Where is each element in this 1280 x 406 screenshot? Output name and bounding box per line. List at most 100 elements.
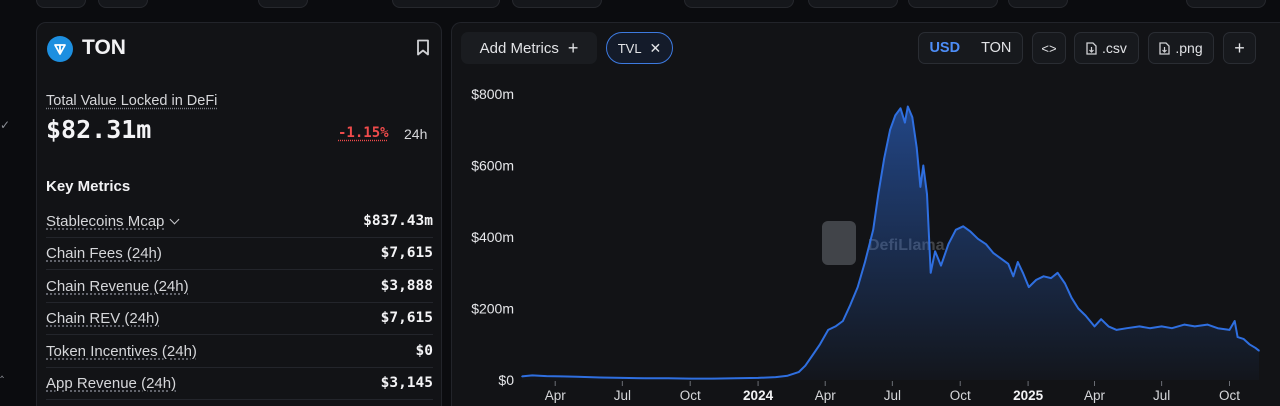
top-nav-strip — [36, 0, 1280, 12]
top-nav-button[interactable] — [392, 0, 500, 8]
metric-label[interactable]: Chain Revenue (24h) — [46, 278, 189, 295]
data-point — [1028, 286, 1030, 288]
data-point — [1242, 338, 1245, 340]
data-point — [940, 264, 942, 267]
data-point — [969, 230, 972, 233]
data-point — [1107, 325, 1110, 328]
data-point — [962, 225, 964, 228]
data-point — [1138, 325, 1141, 328]
plus-icon: + — [567, 38, 579, 58]
data-point — [1084, 314, 1087, 317]
data-point — [877, 193, 880, 195]
data-point — [827, 329, 829, 331]
data-point — [1056, 272, 1059, 274]
metric-row-chain-revenue: Chain Revenue (24h) $3,888 — [46, 271, 433, 303]
top-nav-button[interactable] — [98, 0, 148, 8]
data-point — [864, 261, 866, 263]
data-point — [621, 377, 624, 379]
data-point — [734, 377, 736, 380]
data-point — [926, 193, 928, 195]
metric-value: $7,615 — [380, 310, 433, 326]
ton-logo-icon — [47, 36, 73, 62]
data-point — [521, 375, 523, 378]
data-point — [811, 354, 814, 356]
data-point — [1000, 257, 1002, 260]
metric-label-text: Stablecoins Mcap — [46, 213, 165, 230]
metric-value: $837.43m — [363, 213, 433, 229]
data-point — [576, 376, 579, 378]
metric-row-stablecoins[interactable]: Stablecoins Mcap $837.43m — [46, 206, 433, 238]
metric-label[interactable]: Stablecoins Mcap — [46, 213, 180, 230]
y-tick-label: $600m — [471, 158, 514, 174]
data-point — [667, 377, 669, 380]
data-point — [883, 157, 885, 160]
metric-label[interactable]: Token Incentives (24h) — [46, 343, 197, 360]
metric-label[interactable]: App Revenue (24h) — [46, 375, 177, 392]
more-options-button[interactable]: + — [1223, 32, 1256, 64]
add-metrics-button[interactable]: Add Metrics + — [461, 32, 597, 64]
tvl-label[interactable]: Total Value Locked in DeFi — [46, 93, 218, 109]
data-point — [889, 129, 891, 131]
chevron-up-icon[interactable]: ‸ — [0, 364, 5, 378]
data-point — [849, 304, 852, 306]
metric-row-token-incentives: Token Incentives (24h) $0 — [46, 336, 433, 368]
data-point — [922, 164, 925, 167]
data-point — [786, 374, 789, 377]
data-point — [644, 377, 646, 380]
data-point — [842, 320, 844, 322]
top-nav-button[interactable] — [36, 0, 86, 8]
bookmark-icon[interactable] — [416, 39, 430, 61]
data-point — [531, 374, 534, 377]
download-csv-button[interactable]: .csv — [1074, 32, 1139, 64]
data-point — [797, 371, 800, 373]
currency-option-usd[interactable]: USD — [929, 40, 961, 56]
data-point — [894, 114, 897, 117]
data-point — [1100, 318, 1102, 321]
close-icon[interactable]: ✕ — [649, 39, 662, 56]
currency-option-ton[interactable]: TON — [981, 40, 1012, 56]
data-point — [1126, 327, 1128, 330]
x-tick-label: 2024 — [743, 388, 774, 403]
top-nav-button[interactable] — [908, 0, 998, 8]
top-nav-button[interactable] — [684, 0, 794, 8]
data-point — [1233, 320, 1236, 322]
tvl-chart[interactable]: DefiLlama $0$200m$400m$600m$800m AprJulO… — [452, 23, 1280, 406]
top-nav-button[interactable] — [512, 0, 602, 8]
chevron-icon[interactable]: ✓ — [0, 118, 11, 132]
top-nav-button[interactable] — [808, 0, 898, 8]
top-nav-button[interactable] — [1186, 0, 1266, 8]
top-nav-button[interactable] — [1008, 0, 1068, 8]
data-point — [1022, 272, 1024, 274]
data-point — [689, 377, 691, 380]
metric-row-app-revenue: App Revenue (24h) $3,145 — [46, 368, 433, 400]
currency-toggle[interactable]: USD TON — [918, 32, 1023, 64]
data-point — [545, 375, 548, 377]
download-png-button[interactable]: .png — [1148, 32, 1214, 64]
x-tick-label: Jul — [614, 388, 631, 403]
chart-panel: Add Metrics + TVL ✕ USD TON <> .csv .png… — [451, 22, 1280, 406]
top-nav-button[interactable] — [258, 0, 308, 8]
metric-label[interactable]: Chain Fees (24h) — [46, 245, 162, 262]
data-point — [1194, 325, 1196, 328]
data-point — [1007, 263, 1009, 265]
data-point — [856, 286, 859, 288]
data-point — [977, 238, 979, 240]
x-tick-label: Oct — [950, 388, 971, 403]
tvl-area — [522, 106, 1259, 380]
y-tick-label: $0 — [498, 372, 514, 388]
data-point — [1017, 261, 1019, 263]
data-point — [1171, 327, 1173, 330]
data-point — [915, 146, 918, 149]
x-tick-label: Apr — [815, 388, 837, 403]
embed-button[interactable]: <> — [1032, 32, 1066, 64]
data-point — [775, 376, 777, 378]
metric-value: $0 — [415, 343, 433, 359]
metric-label[interactable]: Chain REV (24h) — [46, 310, 160, 327]
chevron-down-icon[interactable] — [169, 214, 180, 225]
tvl-metric-chip[interactable]: TVL ✕ — [606, 32, 673, 64]
code-icon: <> — [1041, 40, 1057, 56]
tvl-change[interactable]: -1.15% — [338, 125, 389, 141]
data-point — [1206, 323, 1209, 326]
data-point — [1254, 347, 1257, 349]
x-axis: Apr Jul Oct 2024 Apr Jul Oct 2025 Apr Jul Oct — [545, 381, 1240, 403]
